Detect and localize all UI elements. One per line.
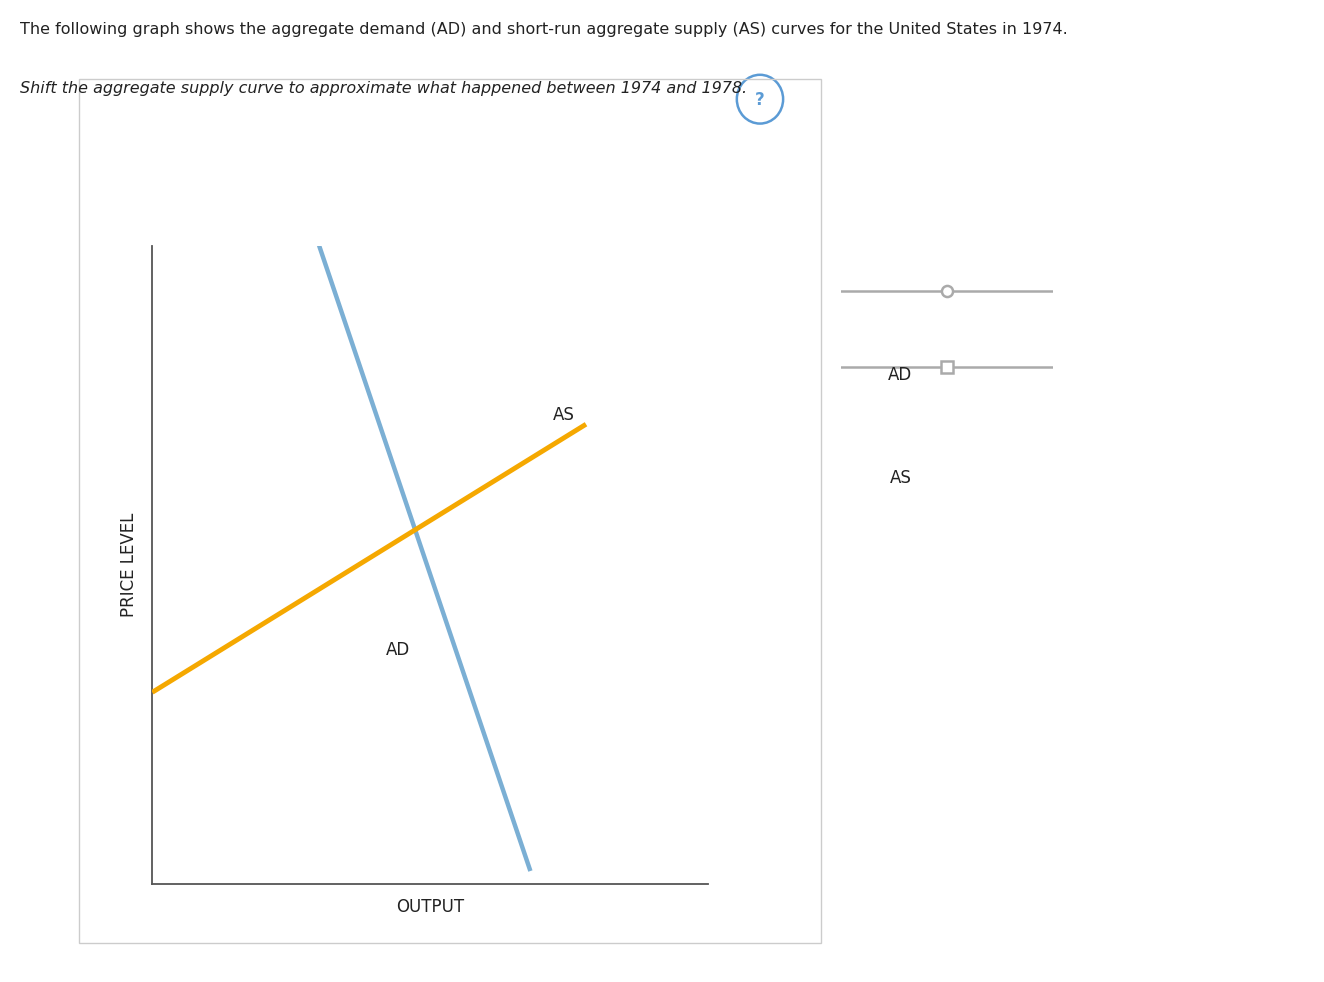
Text: Shift the aggregate supply curve to approximate what happened between 1974 and 1: Shift the aggregate supply curve to appr… bbox=[20, 81, 747, 95]
Text: The following graph shows the aggregate demand (AD) and short-run aggregate supp: The following graph shows the aggregate … bbox=[20, 22, 1067, 36]
X-axis label: OUTPUT: OUTPUT bbox=[396, 898, 465, 915]
Y-axis label: PRICE LEVEL: PRICE LEVEL bbox=[120, 513, 139, 617]
Text: ?: ? bbox=[755, 91, 765, 109]
Text: AS: AS bbox=[552, 407, 575, 424]
Text: AS: AS bbox=[890, 469, 911, 487]
Text: AD: AD bbox=[385, 641, 410, 659]
Text: AD: AD bbox=[888, 366, 912, 384]
